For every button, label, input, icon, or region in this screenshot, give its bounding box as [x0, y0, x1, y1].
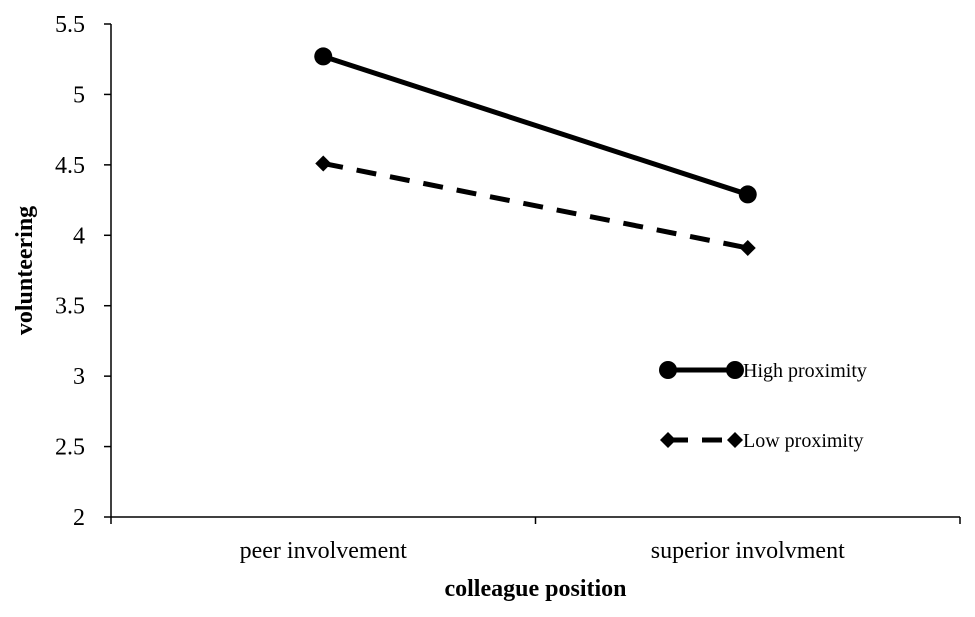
y-tick-label: 2	[73, 505, 85, 531]
y-axis-title: volunteering	[12, 206, 38, 335]
legend-marker	[659, 361, 677, 379]
x-category-label: peer involvement	[240, 538, 408, 564]
data-point	[315, 155, 332, 172]
legend-marker	[726, 361, 744, 379]
data-point	[314, 47, 333, 66]
y-tick-label: 3	[73, 364, 85, 390]
series-line	[322, 160, 749, 251]
data-point	[738, 185, 757, 204]
legend-label: Low proximity	[743, 430, 864, 452]
legend-marker	[660, 432, 676, 448]
y-tick-label: 2.5	[55, 435, 85, 461]
y-ticks: 2 2.5 3 3.5 4 4.5 5 5.5	[55, 12, 111, 531]
y-tick-label: 5	[73, 82, 85, 108]
legend-marker	[727, 432, 743, 448]
data-point	[739, 239, 756, 256]
legend-item: High proximity	[659, 360, 867, 382]
x-category-label: superior involvment	[651, 538, 845, 564]
x-axis-title: colleague position	[444, 576, 626, 602]
legend: High proximity Low proximity	[659, 360, 867, 452]
series-1	[315, 155, 756, 256]
y-tick-label: 4	[73, 223, 85, 249]
series-line	[322, 54, 749, 197]
y-tick-label: 3.5	[55, 294, 85, 320]
series-0	[314, 47, 757, 204]
x-ticks: peer involvement superior involvment	[110, 517, 961, 564]
y-tick-label: 4.5	[55, 153, 85, 179]
legend-label: High proximity	[743, 360, 867, 382]
y-tick-label: 5.5	[55, 12, 85, 38]
series-layer	[314, 47, 757, 256]
legend-item: Low proximity	[660, 430, 864, 452]
